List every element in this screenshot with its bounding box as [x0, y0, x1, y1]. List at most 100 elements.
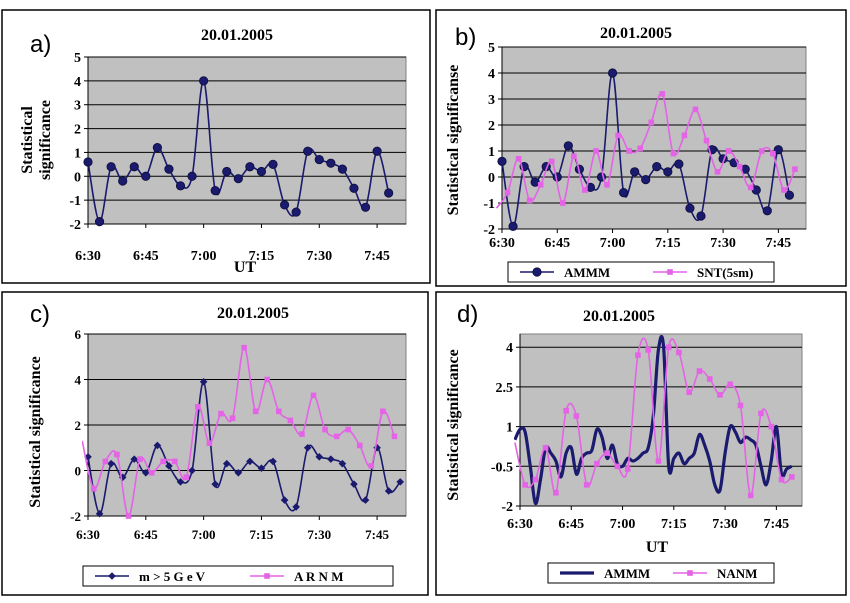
data-point — [635, 352, 641, 358]
data-point — [356, 442, 363, 449]
data-point — [310, 392, 317, 399]
y-tick-label: 2.5 — [496, 381, 514, 396]
data-point — [95, 509, 104, 518]
data-point — [314, 154, 324, 165]
data-point — [607, 68, 618, 78]
data-point — [692, 106, 699, 113]
x-tick-label: 7:45 — [764, 517, 790, 532]
x-tick-label: 7:15 — [250, 527, 274, 542]
data-point — [396, 478, 405, 486]
plot-area — [87, 56, 407, 225]
data-point — [641, 175, 651, 185]
data-point — [90, 485, 97, 492]
data-point — [537, 182, 544, 188]
data-point — [655, 458, 662, 464]
x-tick-label: 7:00 — [600, 236, 626, 251]
data-point — [206, 440, 213, 446]
data-point — [322, 426, 328, 433]
data-point — [164, 164, 174, 174]
x-tick-label: 7:00 — [191, 249, 217, 264]
data-point — [349, 183, 359, 193]
data-point — [615, 132, 621, 139]
data-point — [279, 200, 290, 210]
data-point — [276, 408, 282, 415]
data-point — [788, 474, 795, 480]
y-tick-label: -0.5 — [491, 460, 513, 475]
data-point — [768, 423, 775, 430]
data-point — [758, 148, 765, 154]
y-tick-label: 1 — [488, 145, 495, 160]
data-point — [747, 184, 754, 191]
data-point — [125, 513, 132, 519]
data-point — [327, 455, 335, 463]
x-tick-label: 7:45 — [364, 249, 390, 264]
data-point — [548, 158, 555, 165]
legend-box — [547, 562, 775, 584]
data-point — [526, 197, 533, 204]
data-point — [637, 145, 643, 152]
data-point — [187, 171, 197, 181]
legend-box — [82, 565, 394, 587]
data-point — [504, 189, 511, 196]
data-point — [696, 211, 706, 221]
chart-title: 20.01.2005 — [201, 27, 273, 44]
data-point — [153, 441, 162, 450]
data-point — [183, 474, 190, 481]
legend-swatch-marker — [532, 267, 542, 277]
data-point — [593, 148, 599, 154]
legend-item-0: m > 5 G e V — [95, 569, 206, 584]
y-axis-title: Statistical significance — [445, 349, 462, 501]
data-point — [380, 408, 386, 415]
data-point — [361, 496, 370, 504]
legend-label: SNT(5sm) — [697, 265, 753, 280]
data-point — [83, 157, 93, 167]
x-tick-label: 7:30 — [710, 236, 736, 251]
data-point — [665, 344, 672, 351]
data-point — [714, 169, 721, 175]
panel-letter: d) — [457, 301, 478, 328]
y-tick-label: 1 — [74, 146, 81, 161]
y-tick-label: 4 — [75, 373, 82, 388]
y-tick-label: -1 — [483, 197, 495, 212]
series-1 — [82, 344, 398, 519]
data-point — [736, 163, 743, 170]
x-tick-label: 7:45 — [365, 527, 389, 542]
data-point — [350, 480, 358, 488]
data-point — [652, 162, 662, 172]
data-point — [573, 413, 580, 419]
x-tick-label: 6:30 — [489, 236, 515, 251]
data-point — [229, 415, 236, 421]
y-tick-label: 5 — [488, 41, 495, 56]
legend-swatch-marker — [108, 572, 116, 580]
x-axis-title: UT — [234, 259, 257, 276]
data-point — [542, 444, 549, 451]
data-point — [118, 176, 128, 186]
y-tick-label: -1 — [69, 194, 81, 209]
legend-item-0: AMMM — [560, 566, 650, 581]
legend-item-1: NANM — [673, 566, 757, 581]
data-point — [256, 166, 267, 177]
data-point — [583, 482, 590, 488]
data-point — [781, 187, 787, 193]
plot-area — [501, 46, 807, 230]
y-tick-label: 0 — [488, 171, 495, 186]
data-point — [211, 480, 219, 488]
data-point — [222, 166, 232, 177]
data-point — [292, 503, 300, 511]
data-point — [773, 145, 783, 155]
data-point — [326, 158, 336, 168]
data-point — [148, 469, 155, 476]
data-point — [107, 459, 115, 468]
x-tick-label: 7:30 — [712, 517, 738, 532]
data-point — [582, 187, 588, 193]
legend-item-1: SNT(5sm) — [653, 265, 753, 280]
data-point — [663, 167, 673, 177]
data-point — [368, 463, 375, 469]
data-point — [384, 188, 394, 198]
y-tick-label: -2 — [501, 500, 513, 515]
data-point — [188, 466, 196, 475]
legend-label: m > 5 G e V — [139, 569, 206, 584]
x-tick-label: 7:45 — [766, 236, 792, 251]
data-point — [160, 458, 166, 465]
chart-title: 20.01.2005 — [600, 25, 672, 42]
